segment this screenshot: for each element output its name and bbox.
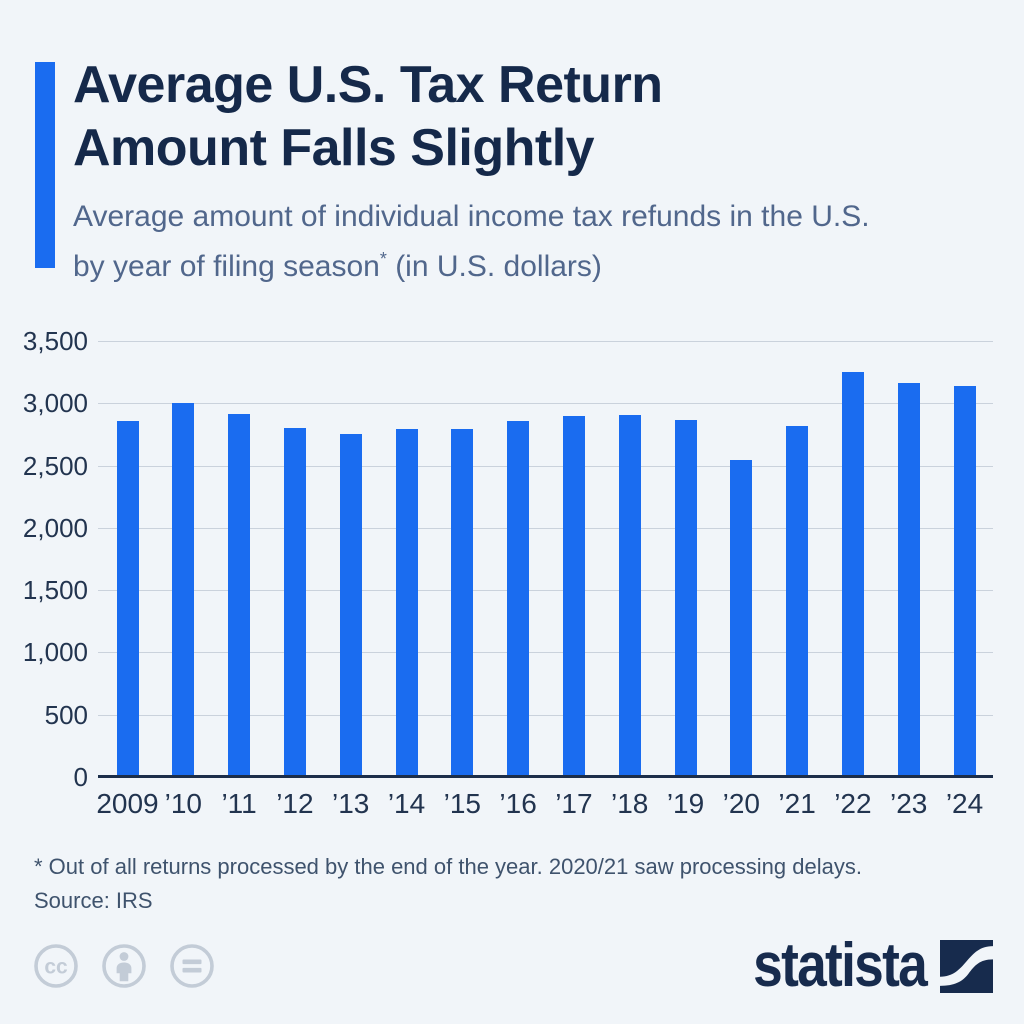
y-axis-tick-1500: 1,500 bbox=[22, 575, 88, 606]
x-axis-label-’13: ’13 bbox=[332, 788, 370, 819]
bar-’16 bbox=[507, 421, 530, 777]
cc-icon: cc bbox=[34, 944, 78, 988]
gridline-500 bbox=[98, 714, 993, 716]
x-axis-label-’21: ’21 bbox=[778, 788, 816, 819]
title-accent-bar bbox=[35, 62, 55, 268]
footnote-asterisk: * bbox=[379, 249, 387, 269]
x-axis-label-’16: ’16 bbox=[499, 788, 537, 819]
bar-’19 bbox=[674, 419, 697, 777]
x-axis-label-’20: ’20 bbox=[722, 788, 760, 819]
x-axis-label-’11: ’11 bbox=[221, 788, 257, 819]
x-axis-label-’19: ’19 bbox=[666, 788, 705, 819]
bar-’24 bbox=[953, 386, 976, 777]
source-attribution: Source: IRS bbox=[34, 888, 153, 913]
cc-nd-equals-icon bbox=[170, 944, 214, 988]
y-axis-tick-2500: 2,500 bbox=[22, 450, 88, 481]
x-axis-label-’18: ’18 bbox=[611, 788, 649, 819]
bar-’15 bbox=[451, 428, 474, 777]
y-axis-tick-1000: 1,000 bbox=[22, 637, 88, 668]
y-axis-tick-3000: 3,000 bbox=[22, 388, 88, 419]
chart-subtitle: Average amount of individual income tax … bbox=[73, 196, 870, 288]
subtitle-line-1: Average amount of individual income tax … bbox=[73, 200, 870, 233]
gridline-2500 bbox=[98, 465, 993, 467]
bar-’14 bbox=[395, 429, 418, 777]
bar-’22 bbox=[841, 371, 864, 777]
bar-’11 bbox=[228, 414, 251, 777]
x-axis-label-2009: 2009 bbox=[96, 788, 159, 819]
statista-logomark-icon bbox=[940, 939, 993, 993]
bar-’13 bbox=[339, 433, 362, 777]
x-axis-label-’17: ’17 bbox=[555, 788, 593, 819]
y-axis-tick-0: 0 bbox=[73, 762, 88, 792]
y-axis-tick-3500: 3,500 bbox=[22, 326, 88, 356]
x-axis-label-’14: ’14 bbox=[387, 788, 426, 819]
bar-’12 bbox=[283, 427, 306, 777]
statista-wordmark: statista bbox=[753, 931, 928, 1000]
svg-text:cc: cc bbox=[44, 956, 68, 979]
x-axis-label-’10: ’10 bbox=[164, 788, 202, 819]
bar-’20 bbox=[730, 459, 753, 777]
x-axis-label-’24: ’24 bbox=[945, 788, 984, 819]
title-line-2: Amount Falls Slightly bbox=[73, 119, 595, 177]
bar-2009 bbox=[116, 420, 139, 777]
gridline-3000 bbox=[98, 403, 993, 405]
page-title: Average U.S. Tax Return Amount Falls Sli… bbox=[73, 54, 663, 180]
gridline-2000 bbox=[98, 527, 993, 529]
x-axis-line bbox=[98, 775, 993, 778]
chart-footnote: * Out of all returns processed by the en… bbox=[34, 854, 862, 879]
y-axis-tick-2000: 2,000 bbox=[22, 512, 88, 543]
title-line-1: Average U.S. Tax Return bbox=[73, 56, 663, 114]
subtitle-line-2: by year of filing season* (in U.S. dolla… bbox=[73, 249, 602, 283]
gridline-1500 bbox=[98, 590, 993, 592]
x-axis-label-’15: ’15 bbox=[443, 788, 481, 819]
cc-license-icons: cc bbox=[33, 943, 215, 989]
x-axis-label-’23: ’23 bbox=[890, 788, 928, 819]
cc-by-person-icon bbox=[102, 944, 146, 988]
statista-logo: statista bbox=[725, 931, 993, 1000]
bar-’18 bbox=[618, 414, 641, 777]
bar-’21 bbox=[786, 426, 809, 777]
bar-chart-plot-area: 3,500 3,000 2,500 2,000 1,500 1,000 500 0 2009’1… bbox=[23, 327, 993, 819]
bar-’17 bbox=[562, 416, 585, 777]
bar-’23 bbox=[897, 382, 920, 777]
y-axis-tick-500: 500 bbox=[44, 699, 88, 730]
gridline-3500 bbox=[98, 341, 993, 342]
gridline-1000 bbox=[98, 652, 993, 654]
x-axis-label-’22: ’22 bbox=[834, 788, 872, 819]
bar-’10 bbox=[172, 402, 195, 777]
x-axis-label-’12: ’12 bbox=[276, 788, 314, 819]
